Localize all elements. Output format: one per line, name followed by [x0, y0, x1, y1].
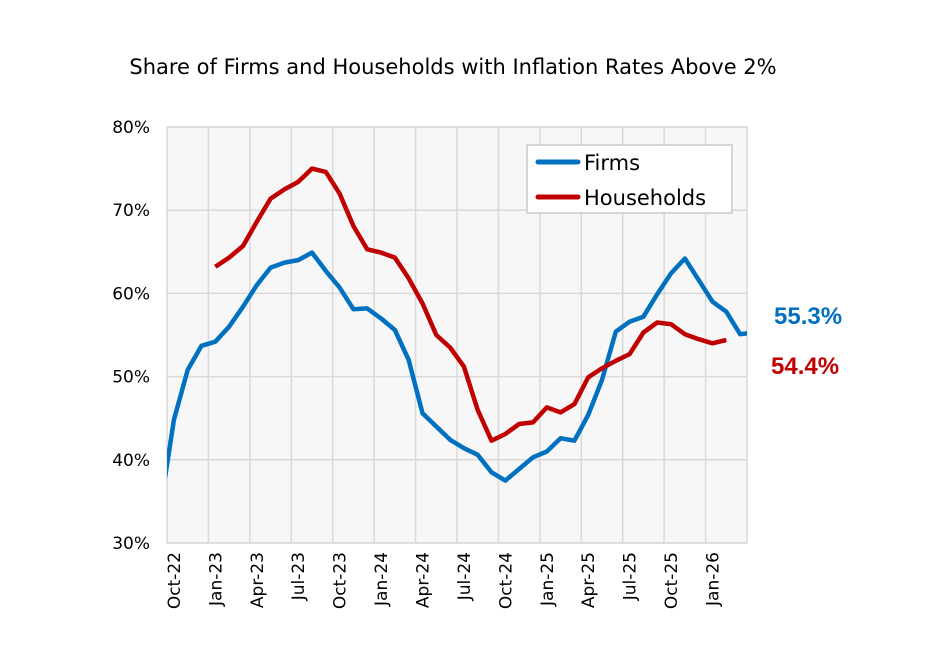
y-tick-label: 50%: [112, 368, 150, 388]
series-line-firms: [167, 250, 747, 483]
x-tick-label: Apr-25: [579, 552, 599, 608]
x-tick-label: Jan-24: [372, 552, 392, 607]
legend-label-firms: Firms: [584, 151, 640, 175]
households-end-label: 54.4%: [771, 353, 839, 380]
x-tick-label: Jul-25: [621, 552, 641, 601]
legend: Firms Households: [526, 144, 733, 214]
series-line-households: [214, 166, 727, 443]
x-tick-label: Jan-25: [538, 552, 558, 607]
x-tick-label: Jul-23: [289, 552, 309, 601]
x-tick-label: Oct-23: [331, 552, 351, 609]
legend-label-households: Households: [584, 186, 706, 210]
y-tick-label: 70%: [112, 201, 150, 221]
chart-title: Share of Firms and Households with Infla…: [129, 55, 776, 79]
y-axis-ticks: 30% 40% 50% 60% 70% 80%: [112, 118, 150, 554]
x-axis-ticks: Oct-22 Jan-23 Apr-23 Jul-23 Oct-23 Jan-24 Apr-…: [165, 552, 724, 609]
x-tick-label: Jan-23: [206, 552, 226, 607]
x-tick-label: Apr-23: [248, 552, 268, 608]
y-tick-label: 80%: [112, 118, 150, 138]
gridlines: [167, 126, 747, 544]
x-tick-label: Jan-26: [703, 552, 723, 607]
firms-end-label: 55.3%: [774, 303, 842, 330]
x-tick-label: Jul-24: [455, 552, 475, 601]
x-tick-label: Apr-24: [413, 552, 433, 608]
x-tick-label: Oct-24: [496, 552, 516, 609]
y-tick-label: 30%: [112, 534, 150, 554]
y-tick-label: 60%: [112, 284, 150, 304]
series-lines: [167, 166, 747, 483]
x-tick-label: Oct-25: [662, 552, 682, 609]
y-tick-label: 40%: [112, 451, 150, 471]
x-tick-label: Oct-22: [165, 552, 185, 609]
